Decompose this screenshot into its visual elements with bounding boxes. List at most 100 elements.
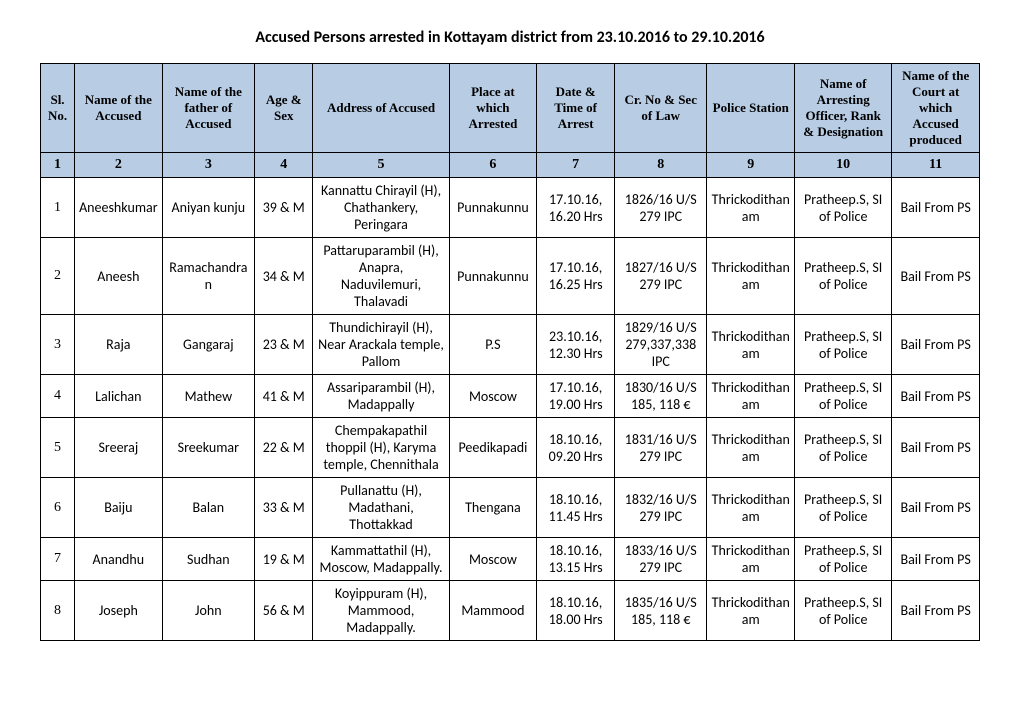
- cell-datetime: 18.10.16, 18.00 Hrs: [537, 581, 615, 641]
- cell-officer: Pratheep.S, SI of Police: [795, 418, 892, 478]
- cell-address: Chempakapathil thoppil (H), Karyma templ…: [313, 418, 449, 478]
- col-num: 6: [449, 153, 537, 178]
- col-num: 1: [41, 153, 75, 178]
- cell-accused: Lalichan: [75, 375, 163, 418]
- cell-address: Koyippuram (H), Mammood, Madappally.: [313, 581, 449, 641]
- cell-place: Moscow: [449, 538, 537, 581]
- cell-crno: 1826/16 U/S 279 IPC: [615, 178, 707, 238]
- cell-court: Bail From PS: [892, 538, 980, 581]
- cell-age: 39 & M: [255, 178, 313, 238]
- cell-crno: 1827/16 U/S 279 IPC: [615, 238, 707, 315]
- cell-officer: Pratheep.S, SI of Police: [795, 238, 892, 315]
- cell-officer: Pratheep.S, SI of Police: [795, 581, 892, 641]
- cell-address: Kannattu Chirayil (H), Chathankery, Peri…: [313, 178, 449, 238]
- col-num: 3: [162, 153, 254, 178]
- cell-datetime: 18.10.16, 11.45 Hrs: [537, 478, 615, 538]
- cell-sl: 8: [41, 581, 75, 641]
- cell-datetime: 23.10.16, 12.30 Hrs: [537, 315, 615, 375]
- cell-crno: 1831/16 U/S 279 IPC: [615, 418, 707, 478]
- cell-court: Bail From PS: [892, 478, 980, 538]
- col-header: Name of the Accused: [75, 64, 163, 153]
- col-num: 10: [795, 153, 892, 178]
- cell-datetime: 18.10.16, 09.20 Hrs: [537, 418, 615, 478]
- cell-datetime: 17.10.16, 16.20 Hrs: [537, 178, 615, 238]
- col-header: Sl. No.: [41, 64, 75, 153]
- cell-court: Bail From PS: [892, 315, 980, 375]
- cell-address: Kammattathil (H), Moscow, Madappally.: [313, 538, 449, 581]
- cell-place: Thengana: [449, 478, 537, 538]
- col-header: Address of Accused: [313, 64, 449, 153]
- cell-father: Ramachandran: [162, 238, 254, 315]
- cell-age: 19 & M: [255, 538, 313, 581]
- cell-place: Moscow: [449, 375, 537, 418]
- cell-sl: 3: [41, 315, 75, 375]
- page-title: Accused Persons arrested in Kottayam dis…: [40, 28, 980, 47]
- table-row: 5SreerajSreekumar22 & MChempakapathil th…: [41, 418, 980, 478]
- cell-address: Thundichirayil (H), Near Arackala temple…: [313, 315, 449, 375]
- cell-father: Aniyan kunju: [162, 178, 254, 238]
- cell-accused: Raja: [75, 315, 163, 375]
- cell-father: Balan: [162, 478, 254, 538]
- col-header: Age & Sex: [255, 64, 313, 153]
- cell-station: Thrickodithanam: [707, 581, 795, 641]
- cell-court: Bail From PS: [892, 238, 980, 315]
- cell-father: John: [162, 581, 254, 641]
- cell-sl: 7: [41, 538, 75, 581]
- cell-sl: 4: [41, 375, 75, 418]
- cell-station: Thrickodithanam: [707, 538, 795, 581]
- cell-place: Punnakunnu: [449, 178, 537, 238]
- cell-datetime: 17.10.16, 19.00 Hrs: [537, 375, 615, 418]
- cell-sl: 6: [41, 478, 75, 538]
- cell-father: Mathew: [162, 375, 254, 418]
- cell-accused: Sreeraj: [75, 418, 163, 478]
- cell-age: 34 & M: [255, 238, 313, 315]
- cell-address: Assariparambil (H), Madappally: [313, 375, 449, 418]
- cell-datetime: 17.10.16, 16.25 Hrs: [537, 238, 615, 315]
- cell-sl: 2: [41, 238, 75, 315]
- cell-crno: 1833/16 U/S 279 IPC: [615, 538, 707, 581]
- col-header: Place at which Arrested: [449, 64, 537, 153]
- cell-crno: 1829/16 U/S 279,337,338 IPC: [615, 315, 707, 375]
- col-header: Name of the father of Accused: [162, 64, 254, 153]
- col-num: 11: [892, 153, 980, 178]
- cell-place: Punnakunnu: [449, 238, 537, 315]
- table-row: 4LalichanMathew41 & MAssariparambil (H),…: [41, 375, 980, 418]
- table-row: 7AnandhuSudhan19 & MKammattathil (H), Mo…: [41, 538, 980, 581]
- col-header: Police Station: [707, 64, 795, 153]
- cell-officer: Pratheep.S, SI of Police: [795, 178, 892, 238]
- cell-crno: 1835/16 U/S 185, 118 €: [615, 581, 707, 641]
- header-row: Sl. No. Name of the Accused Name of the …: [41, 64, 980, 153]
- col-num: 2: [75, 153, 163, 178]
- cell-sl: 1: [41, 178, 75, 238]
- col-num: 7: [537, 153, 615, 178]
- col-num: 8: [615, 153, 707, 178]
- cell-officer: Pratheep.S, SI of Police: [795, 478, 892, 538]
- cell-accused: Anandhu: [75, 538, 163, 581]
- cell-age: 22 & M: [255, 418, 313, 478]
- cell-accused: Joseph: [75, 581, 163, 641]
- arrest-table: Sl. No. Name of the Accused Name of the …: [40, 63, 980, 641]
- cell-datetime: 18.10.16, 13.15 Hrs: [537, 538, 615, 581]
- cell-accused: Aneeshkumar: [75, 178, 163, 238]
- cell-age: 23 & M: [255, 315, 313, 375]
- cell-accused: Baiju: [75, 478, 163, 538]
- number-row: 1 2 3 4 5 6 7 8 9 10 11: [41, 153, 980, 178]
- cell-station: Thrickodithanam: [707, 315, 795, 375]
- cell-court: Bail From PS: [892, 581, 980, 641]
- cell-officer: Pratheep.S, SI of Police: [795, 375, 892, 418]
- cell-age: 41 & M: [255, 375, 313, 418]
- cell-court: Bail From PS: [892, 375, 980, 418]
- cell-court: Bail From PS: [892, 418, 980, 478]
- cell-age: 56 & M: [255, 581, 313, 641]
- cell-station: Thrickodithanam: [707, 418, 795, 478]
- cell-crno: 1832/16 U/S 279 IPC: [615, 478, 707, 538]
- table-row: 1AneeshkumarAniyan kunju39 & MKannattu C…: [41, 178, 980, 238]
- cell-address: Pullanattu (H), Madathani, Thottakkad: [313, 478, 449, 538]
- cell-place: Mammood: [449, 581, 537, 641]
- col-header: Cr. No & Sec of Law: [615, 64, 707, 153]
- cell-age: 33 & M: [255, 478, 313, 538]
- table-row: 2AneeshRamachandran34 & MPattaruparambil…: [41, 238, 980, 315]
- cell-place: P.S: [449, 315, 537, 375]
- cell-accused: Aneesh: [75, 238, 163, 315]
- table-row: 6BaijuBalan33 & MPullanattu (H), Madatha…: [41, 478, 980, 538]
